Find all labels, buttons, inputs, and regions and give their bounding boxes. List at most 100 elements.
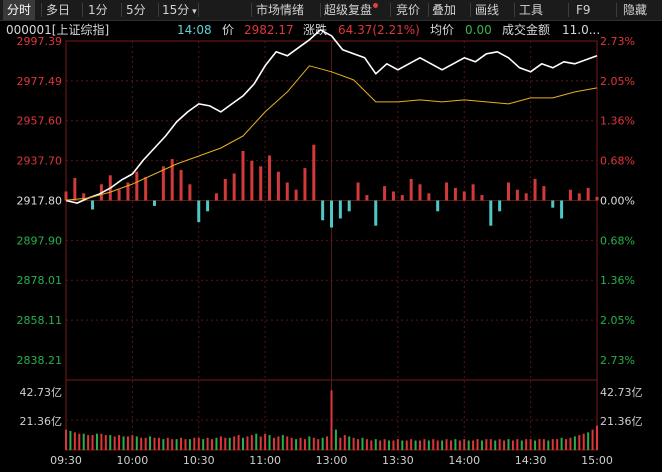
toolbar-tab-9[interactable]: 画线 (475, 0, 499, 20)
volume-bar (547, 440, 550, 450)
strength-bar (347, 200, 351, 212)
strength-bar (480, 195, 484, 201)
toolbar-separator (82, 3, 83, 17)
toolbar-tab-label: 隐藏 (623, 3, 648, 17)
strength-bar (524, 193, 528, 201)
strength-bar (489, 200, 493, 226)
toolbar-tab-2[interactable]: 1分 (88, 0, 108, 20)
toolbar-tab-12[interactable]: 隐藏 (623, 0, 647, 20)
strength-bar (321, 200, 325, 221)
toolbar-tab-11[interactable]: F9 (576, 0, 591, 20)
price-tick-label: 2878.01 (17, 274, 63, 287)
toolbar-tab-10[interactable]: 工具 (519, 0, 543, 20)
toolbar-separator (251, 3, 252, 17)
strength-bar (560, 200, 564, 219)
volume-bar (330, 390, 333, 450)
volume-bar (184, 439, 187, 450)
time-tick-label: 10:00 (117, 454, 149, 467)
volume-bar (69, 430, 72, 450)
strength-bar (117, 189, 121, 201)
volume-bar (565, 439, 568, 450)
volume-bar (388, 440, 391, 450)
volume-bar (95, 433, 98, 450)
volume-bar (308, 436, 311, 450)
strength-bar (126, 182, 130, 201)
strength-bar (374, 200, 378, 226)
price-tick-label: 2977.49 (17, 75, 63, 88)
volume-bar (436, 440, 439, 450)
volume-bar (507, 439, 510, 450)
avg-price-value: 0.00 (465, 23, 492, 37)
percent-tick-label: 1.36% (600, 274, 635, 287)
volume-bar (65, 429, 67, 450)
toolbar-tab-4[interactable]: 15分 ▾ (162, 0, 197, 20)
volume-bar (157, 437, 160, 450)
volume-bar (140, 437, 143, 450)
toolbar-separator (198, 3, 199, 17)
strength-bar (551, 200, 555, 208)
volume-bar (87, 435, 90, 450)
volume-bar (317, 439, 320, 450)
volume-bar (82, 433, 85, 450)
volume-bar (290, 437, 293, 450)
volume-bar (211, 439, 214, 450)
volume-bar (365, 439, 368, 450)
strength-bar (232, 173, 236, 201)
volume-bar (215, 437, 218, 450)
strength-bar (471, 184, 475, 201)
volume-bar (383, 439, 386, 450)
toolbar-tab-5[interactable]: 市场情绪 (256, 0, 304, 20)
volume-bar (423, 439, 426, 450)
volume-bar (405, 440, 408, 450)
toolbar-tab-6[interactable]: 超级复盘 (324, 0, 379, 20)
strength-bar (498, 200, 502, 212)
volume-bar (463, 439, 466, 450)
time-tick-label: 11:00 (249, 454, 281, 467)
volume-bar (511, 440, 514, 450)
toolbar-tab-label: 叠加 (432, 3, 457, 17)
strength-bar (294, 189, 298, 201)
time-tick-label: 09:30 (50, 454, 82, 467)
toolbar-tab-label: 画线 (475, 3, 500, 17)
volume-bar (498, 439, 501, 450)
toolbar-tab-8[interactable]: 叠加 (432, 0, 456, 20)
strength-bar (542, 186, 546, 201)
volume-bar (520, 440, 523, 450)
volume-tick-label-right: 21.36亿 (600, 415, 643, 428)
volume-bar (467, 440, 470, 450)
volume-bar (303, 439, 306, 450)
toolbar-tab-1[interactable]: 多日 (46, 0, 70, 20)
volume-bar (246, 436, 249, 450)
volume-bar (162, 439, 165, 450)
toolbar-tab-3[interactable]: 5分 (126, 0, 146, 20)
volume-bar (357, 439, 360, 450)
toolbar-tab-7[interactable]: 竞价 (396, 0, 420, 20)
strength-bar (330, 200, 333, 228)
toolbar-tab-label: 市场情绪 (256, 3, 305, 17)
strength-bar (223, 178, 227, 201)
toolbar-separator (428, 3, 429, 17)
toolbar-tab-label: 竞价 (396, 3, 421, 17)
toolbar-separator (514, 3, 515, 17)
toolbar-tab-0[interactable]: 分时 (3, 0, 36, 20)
percent-tick-label: 1.36% (600, 115, 635, 128)
strength-bar (533, 178, 537, 201)
strength-bar (206, 200, 210, 212)
percent-tick-label: 0.68% (600, 155, 635, 168)
volume-bar (144, 437, 147, 450)
toolbar-separator (121, 3, 122, 17)
new-badge-dot-icon (373, 3, 379, 8)
volume-bar (180, 437, 183, 450)
percent-tick-label: 0.68% (600, 234, 635, 247)
volume-bar (277, 436, 280, 450)
volume-bar (596, 425, 598, 450)
volume-bar (334, 429, 337, 450)
volume-bar (401, 440, 404, 450)
volume-bar (348, 436, 351, 450)
volume-bar (104, 435, 107, 450)
volume-bar (560, 437, 563, 450)
percent-tick-label: 0.00% (600, 195, 635, 208)
strength-bar (73, 178, 77, 201)
strength-bar (276, 171, 280, 201)
